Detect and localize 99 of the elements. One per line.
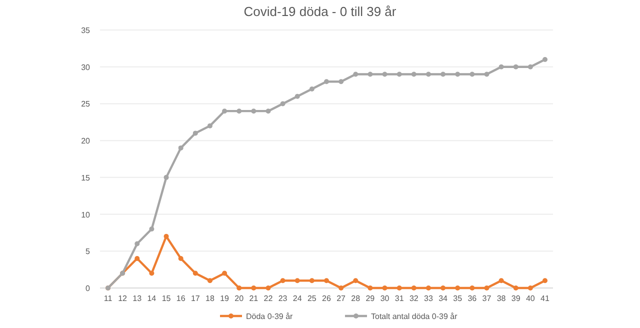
x-tick-label: 20 xyxy=(234,294,244,303)
x-tick-label: 11 xyxy=(104,294,113,303)
point xyxy=(455,72,460,77)
point xyxy=(236,286,242,290)
point xyxy=(528,64,533,70)
x-tick-label: 33 xyxy=(424,294,434,303)
point xyxy=(382,72,388,77)
point xyxy=(498,278,504,284)
point xyxy=(149,226,154,232)
x-tick-label: 15 xyxy=(162,294,172,303)
point xyxy=(222,108,228,114)
point xyxy=(324,278,329,284)
point xyxy=(513,286,518,290)
point xyxy=(251,108,256,114)
y-tick-label: 15 xyxy=(81,173,91,182)
y-tick-label: 30 xyxy=(81,62,91,72)
point xyxy=(368,72,373,77)
point xyxy=(528,286,533,290)
legend-label: Totalt antal döda 0-39 år xyxy=(371,312,458,321)
point xyxy=(353,278,358,284)
y-tick-label: 35 xyxy=(81,26,91,35)
point xyxy=(484,286,490,290)
point xyxy=(440,286,446,290)
point xyxy=(411,72,416,77)
point xyxy=(396,72,402,77)
x-tick-label: 37 xyxy=(482,294,492,303)
x-tick-label: 13 xyxy=(132,294,142,303)
x-tick-label: 19 xyxy=(220,294,230,303)
x-tick-label: 26 xyxy=(322,294,332,303)
point xyxy=(266,286,271,290)
point xyxy=(280,101,286,106)
point xyxy=(164,174,169,180)
x-tick-label: 16 xyxy=(176,294,186,303)
point xyxy=(338,286,344,290)
x-tick-label: 23 xyxy=(278,294,288,303)
x-tick-label: 12 xyxy=(118,294,128,303)
x-tick-label: 41 xyxy=(540,294,550,303)
legend-label: Döda 0-39 år xyxy=(246,312,294,321)
point xyxy=(134,256,140,262)
point xyxy=(251,286,256,290)
point xyxy=(440,72,446,77)
x-tick-label: 35 xyxy=(453,294,463,303)
x-tick-label: 32 xyxy=(409,294,419,303)
point xyxy=(411,286,416,290)
point xyxy=(542,278,548,284)
point xyxy=(368,286,373,290)
point xyxy=(207,278,212,284)
point xyxy=(396,286,402,290)
point xyxy=(222,270,228,276)
point xyxy=(266,108,271,114)
x-tick-label: 27 xyxy=(336,294,346,303)
point xyxy=(382,286,388,290)
point xyxy=(498,64,504,70)
x-tick-label: 17 xyxy=(190,294,200,303)
point xyxy=(294,94,300,99)
chart-title: Covid-19 döda - 0 till 39 år xyxy=(244,4,397,19)
x-tick-label: 36 xyxy=(468,294,478,303)
x-tick-label: 25 xyxy=(307,294,317,303)
y-tick-label: 20 xyxy=(81,136,91,146)
point xyxy=(192,270,198,276)
x-tick-label: 39 xyxy=(511,294,521,303)
point xyxy=(309,86,314,92)
point xyxy=(178,145,184,150)
x-tick-label: 14 xyxy=(147,294,157,303)
point xyxy=(513,64,518,70)
x-tick-label: 40 xyxy=(526,294,536,303)
point xyxy=(470,72,475,77)
y-tick-label: 25 xyxy=(81,100,91,109)
x-tick-label: 28 xyxy=(351,294,361,303)
point xyxy=(294,278,300,284)
point xyxy=(207,123,212,128)
x-tick-label: 18 xyxy=(206,294,215,303)
point xyxy=(192,130,198,136)
point xyxy=(149,270,154,276)
x-tick-label: 22 xyxy=(264,294,274,303)
x-tick-label: 21 xyxy=(249,294,259,303)
point xyxy=(134,241,140,246)
point xyxy=(338,79,344,84)
point xyxy=(309,278,314,284)
x-tick-label: 38 xyxy=(496,294,506,303)
point xyxy=(324,79,329,84)
point xyxy=(280,278,286,284)
x-tick-label: 29 xyxy=(366,294,376,303)
point xyxy=(470,286,475,290)
x-tick-label: 34 xyxy=(438,294,448,303)
point xyxy=(178,256,184,262)
point xyxy=(484,72,490,77)
point xyxy=(236,108,242,114)
y-tick-label: 10 xyxy=(81,210,91,220)
point xyxy=(353,72,358,77)
point xyxy=(426,72,431,77)
point xyxy=(455,286,460,290)
x-tick-label: 31 xyxy=(394,294,404,303)
y-tick-label: 0 xyxy=(86,284,91,293)
x-tick-label: 30 xyxy=(380,294,390,303)
x-tick-label: 24 xyxy=(292,294,302,303)
point xyxy=(542,56,548,62)
point xyxy=(426,286,431,290)
y-tick-label: 5 xyxy=(86,247,91,256)
